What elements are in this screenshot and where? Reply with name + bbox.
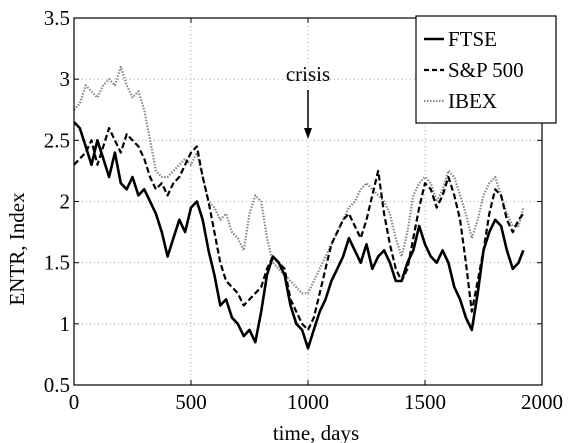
- x-tick-label: 0: [69, 390, 80, 414]
- legend: FTSE S&P 500 IBEX: [415, 15, 557, 124]
- y-tick-label: 3: [60, 67, 71, 91]
- y-tick-label: 2.5: [44, 128, 70, 152]
- x-axis-label: time, days: [273, 421, 359, 443]
- legend-label-ftse: FTSE: [448, 27, 497, 51]
- series-line-s-p-500: [73, 127, 525, 331]
- series-line-ibex: [73, 65, 525, 295]
- legend-label-sp500: S&P 500: [448, 58, 524, 82]
- y-tick-label: 2: [60, 190, 71, 214]
- crisis-arrow-head: [304, 128, 312, 139]
- x-tick-label: 1000: [287, 390, 329, 414]
- legend-label-ibex: IBEX: [448, 89, 497, 113]
- series-layer: [73, 65, 525, 350]
- x-tick-label: 500: [175, 390, 207, 414]
- x-tick-label: 1500: [404, 390, 446, 414]
- crisis-annotation: crisis: [286, 62, 330, 139]
- y-tick-label: 3.5: [44, 6, 70, 30]
- legend-box: [415, 15, 557, 124]
- y-tick-label: 1.5: [44, 251, 70, 275]
- y-tick-label: 1: [60, 312, 71, 336]
- axis-ticks: 0 500 1000 1500 2000 0.5 1 1.5 2 2.5 3 3.5: [44, 6, 563, 414]
- crisis-label: crisis: [286, 62, 330, 86]
- y-axis-label: ENTR, Index: [5, 192, 29, 306]
- x-tick-label: 2000: [521, 390, 563, 414]
- y-tick-label: 0.5: [44, 373, 70, 397]
- series-line-ftse: [73, 121, 525, 350]
